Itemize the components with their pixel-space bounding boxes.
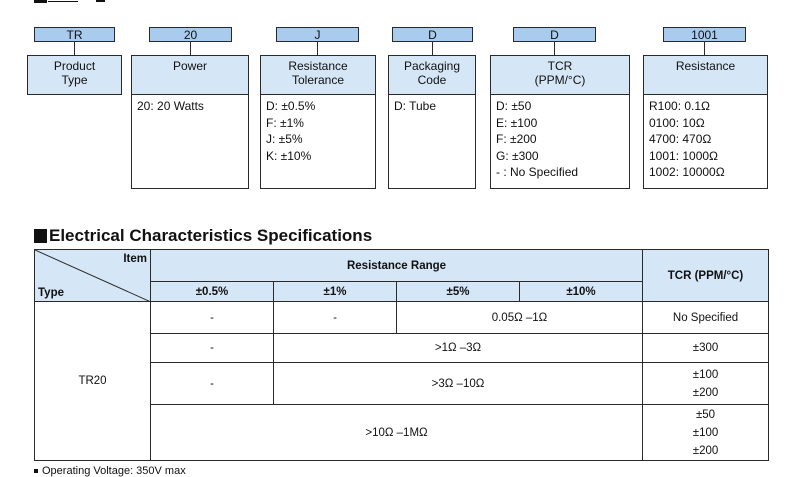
code-box-power: 20 bbox=[149, 27, 232, 42]
option-text: F: ±200 bbox=[496, 132, 537, 146]
connector-line bbox=[704, 42, 705, 55]
option-text: D: ±0.5% bbox=[266, 99, 316, 113]
option-text: 1002: 10000Ω bbox=[649, 165, 725, 179]
cropped-section-tail bbox=[96, 0, 105, 2]
option-text: - : No Specified bbox=[496, 165, 579, 179]
field-header-tcr: TCR (PPM/°C) bbox=[490, 55, 630, 95]
resistance-range-header: Resistance Range bbox=[149, 249, 644, 282]
tcr-cell: ±100 ±200 bbox=[642, 362, 770, 405]
tcr-cell: No Specified bbox=[642, 301, 770, 334]
table-cell: - bbox=[150, 333, 274, 363]
option-text: 20: 20 Watts bbox=[137, 99, 204, 113]
code-box-resistance: 1001 bbox=[663, 27, 746, 42]
option-text: 0100: 10Ω bbox=[649, 115, 705, 130]
bullet-icon bbox=[34, 469, 38, 474]
code-box-product-type: TR bbox=[34, 27, 115, 42]
connector-line bbox=[317, 42, 318, 55]
connector-line bbox=[190, 42, 191, 55]
code-box-tcr: D bbox=[513, 27, 596, 42]
option-text: J: ±5% bbox=[266, 132, 303, 146]
electrical-spec-table: Item Type Resistance Range TCR (PPM/°C) … bbox=[34, 249, 770, 461]
range-cell: >1Ω –3Ω bbox=[272, 333, 644, 363]
range-cell: >3Ω –10Ω bbox=[272, 362, 644, 405]
option-text: G: ±300 bbox=[496, 148, 539, 163]
field-header-tolerance: Resistance Tolerance bbox=[260, 55, 376, 95]
field-options-power: 20: 20 Watts bbox=[131, 94, 249, 189]
connector-line bbox=[74, 42, 75, 55]
tolerance-header: ±1% bbox=[273, 281, 397, 302]
section-square-icon bbox=[34, 229, 47, 243]
code-box-packaging: D bbox=[392, 27, 473, 42]
table-cell: - bbox=[150, 301, 274, 334]
table-row: >10Ω –1MΩ ±50 ±100 ±200 bbox=[35, 404, 770, 461]
cropped-section-underline bbox=[48, 1, 78, 2]
field-header-power: Power bbox=[131, 55, 249, 95]
option-text: F: ±1% bbox=[266, 115, 304, 130]
field-options-tolerance: D: ±0.5% F: ±1% J: ±5% K: ±10% bbox=[260, 94, 376, 189]
field-options-resistance: R100: 0.1Ω 0100: 10Ω 4700: 470Ω 1001: 10… bbox=[643, 94, 768, 189]
field-options-packaging: D: Tube bbox=[388, 94, 476, 189]
tcr-cell: ±300 bbox=[642, 333, 770, 363]
corner-header-cell: Item Type bbox=[34, 249, 151, 302]
diagonal-divider bbox=[35, 250, 151, 302]
tolerance-header: ±5% bbox=[396, 281, 520, 302]
tcr-cell: ±50 ±100 ±200 bbox=[642, 404, 770, 461]
type-cell: TR20 bbox=[34, 301, 151, 461]
cropped-section-marker bbox=[34, 0, 47, 3]
option-text: K: ±10% bbox=[266, 148, 312, 163]
range-cell: >10Ω –1MΩ bbox=[149, 404, 644, 461]
field-header-product-type: Product Type bbox=[27, 55, 122, 95]
field-options-tcr: D: ±50 E: ±100 F: ±200 G: ±300 - : No Sp… bbox=[490, 94, 630, 189]
option-text: 1001: 1000Ω bbox=[649, 148, 719, 163]
field-header-resistance: Resistance bbox=[643, 55, 768, 95]
section-title-text: Electrical Characteristics Specification… bbox=[49, 226, 373, 245]
tcr-header: TCR (PPM/°C) bbox=[642, 249, 770, 302]
range-cell: 0.05Ω –1Ω bbox=[395, 301, 644, 334]
tolerance-header: ±0.5% bbox=[150, 281, 274, 302]
corner-type-label: Type bbox=[38, 287, 64, 299]
code-box-tolerance: J bbox=[276, 27, 359, 42]
corner-item-label: Item bbox=[123, 253, 147, 265]
option-text: E: ±100 bbox=[496, 115, 538, 130]
connector-line bbox=[554, 42, 555, 55]
option-text: R100: 0.1Ω bbox=[649, 99, 711, 113]
footnote: Operating Voltage: 350V max bbox=[34, 465, 186, 477]
table-row: TR20 - - 0.05Ω –1Ω No Specified bbox=[34, 301, 770, 461]
table-cell: - bbox=[150, 362, 274, 405]
option-text: D: ±50 bbox=[496, 99, 532, 113]
section-title: Electrical Characteristics Specification… bbox=[34, 226, 372, 246]
table-cell: - bbox=[273, 301, 397, 334]
field-header-packaging: Packaging Code bbox=[388, 55, 476, 95]
footnote-text: Operating Voltage: 350V max bbox=[42, 465, 186, 477]
option-text: D: Tube bbox=[394, 99, 437, 113]
connector-line bbox=[432, 42, 433, 55]
option-text: 4700: 470Ω bbox=[649, 132, 712, 146]
table-row: - >3Ω –10Ω ±100 ±200 bbox=[35, 362, 770, 405]
tolerance-header: ±10% bbox=[518, 281, 644, 302]
